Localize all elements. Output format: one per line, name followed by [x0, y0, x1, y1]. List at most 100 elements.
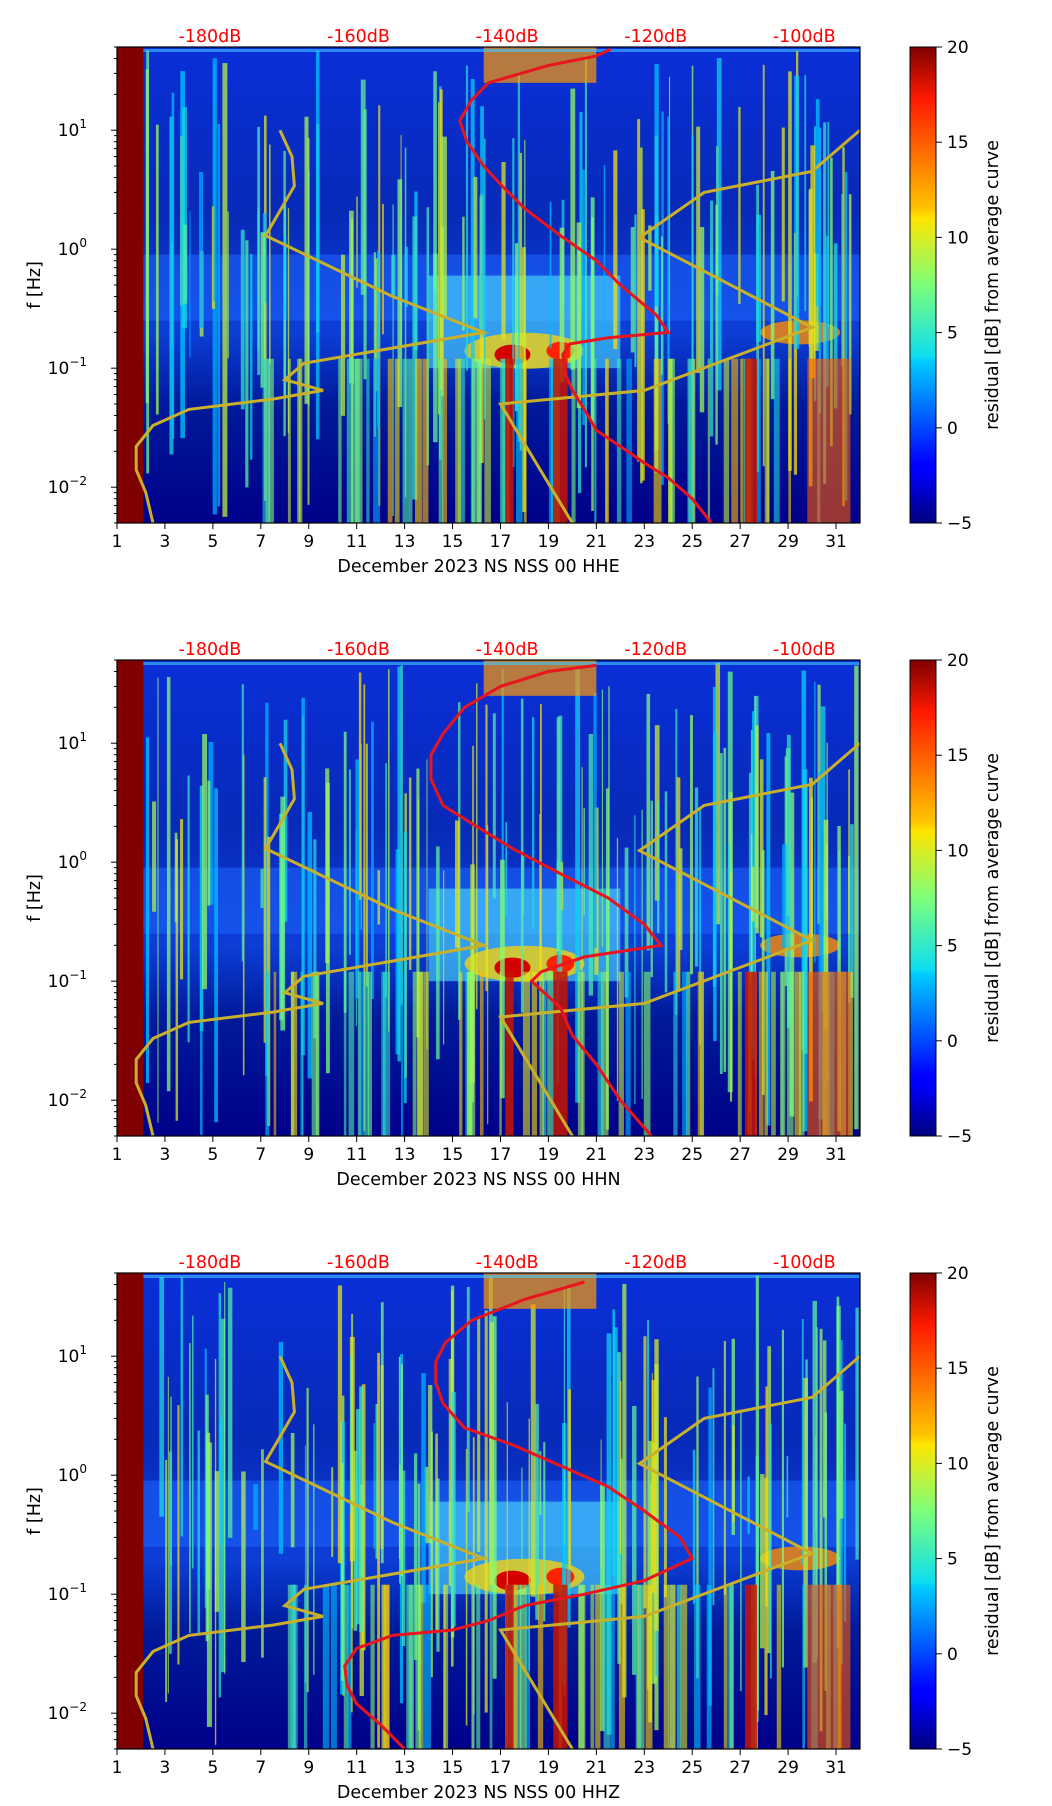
streak	[245, 240, 249, 488]
streak	[833, 243, 838, 409]
streak	[738, 106, 741, 304]
streak	[205, 1394, 209, 1642]
streak	[848, 194, 852, 415]
streak	[530, 1304, 536, 1597]
streak	[471, 1584, 475, 1749]
streak	[696, 126, 701, 373]
y-axis-label: f [Hz]	[25, 1487, 45, 1535]
streak	[616, 358, 622, 523]
streak	[338, 358, 342, 523]
streak	[537, 1584, 544, 1749]
x-axis-label: December 2023 NS NSS 00 HHZ	[337, 1783, 620, 1803]
streak	[476, 1584, 481, 1749]
streak	[337, 1285, 343, 1564]
streak	[624, 847, 629, 998]
streak	[603, 1584, 611, 1749]
streak	[663, 1584, 670, 1749]
streak	[202, 734, 208, 990]
streak	[433, 253, 438, 443]
streak	[719, 753, 723, 1074]
streak	[157, 677, 159, 1123]
spectrogram-heatmap	[117, 1273, 860, 1749]
streak	[549, 201, 552, 349]
streak	[349, 210, 354, 384]
streak	[712, 1368, 715, 1606]
streak	[577, 971, 585, 1136]
colorbar-tick-label: 0	[947, 419, 958, 439]
event-column	[553, 971, 568, 1136]
streak	[515, 243, 519, 412]
streak	[278, 1341, 284, 1554]
streak	[373, 1423, 375, 1549]
streak	[786, 971, 794, 1136]
streak	[443, 1584, 449, 1749]
streak	[617, 1352, 621, 1664]
y-tick-label: 10−1	[48, 355, 87, 379]
streak	[214, 788, 219, 1123]
streak	[616, 838, 619, 1101]
streak	[732, 1425, 735, 1522]
streak	[348, 971, 355, 1136]
colorbar-tick-label: −5	[947, 1127, 972, 1147]
streak	[808, 190, 810, 347]
streak	[748, 772, 752, 1112]
streak	[380, 1365, 384, 1550]
streak	[207, 780, 211, 906]
streak	[810, 145, 816, 379]
streak	[692, 1449, 696, 1604]
streak	[166, 677, 171, 1092]
streak	[799, 971, 805, 1136]
streak	[645, 1584, 653, 1749]
streak	[648, 225, 652, 291]
streak	[716, 58, 722, 391]
x-tick-label: 11	[346, 532, 368, 552]
x-tick-label: 7	[255, 532, 266, 552]
streak	[346, 358, 354, 523]
noise-model-curve-right	[497, 1355, 860, 1749]
streak	[568, 1389, 571, 1570]
streak	[519, 152, 522, 451]
y-axis-label: f [Hz]	[25, 261, 45, 309]
x-tick-label: 29	[777, 1758, 799, 1778]
streak	[648, 1440, 653, 1723]
x-tick-label: 5	[207, 532, 218, 552]
streak	[206, 1442, 212, 1727]
x-axis-label: December 2023 NS NSS 00 HHN	[336, 1170, 620, 1190]
streak	[366, 358, 370, 523]
streak	[169, 116, 174, 455]
streak	[610, 1584, 615, 1749]
streak	[715, 662, 721, 925]
streak	[197, 1430, 200, 1635]
y-tick-label: 101	[58, 730, 87, 754]
colorbar-tick-label: 10	[947, 841, 969, 861]
streak	[660, 236, 663, 375]
streak	[290, 1584, 298, 1749]
y-tick-label: 100	[58, 849, 87, 873]
streak	[260, 232, 266, 388]
streak	[786, 1456, 789, 1518]
streak	[423, 1584, 432, 1749]
colorbar	[909, 46, 937, 524]
streak	[699, 227, 705, 413]
streak	[667, 116, 670, 424]
streak	[630, 227, 635, 353]
streak	[641, 809, 643, 1100]
streak	[358, 971, 364, 1136]
streak	[801, 1318, 804, 1565]
streak	[762, 64, 765, 467]
y-tick-label: 101	[58, 117, 87, 141]
streak	[355, 759, 360, 999]
streak	[500, 859, 505, 1099]
streak	[487, 825, 489, 1125]
streak	[600, 1484, 605, 1732]
x-tick-label: 25	[681, 1758, 703, 1778]
streak	[535, 1403, 539, 1620]
streak	[377, 870, 381, 925]
streak	[217, 124, 221, 507]
streak	[428, 1385, 433, 1544]
streak	[222, 63, 228, 517]
streak	[409, 358, 413, 523]
x-tick-label: 31	[825, 1145, 847, 1165]
streak	[581, 767, 583, 1136]
streak	[459, 971, 463, 1136]
